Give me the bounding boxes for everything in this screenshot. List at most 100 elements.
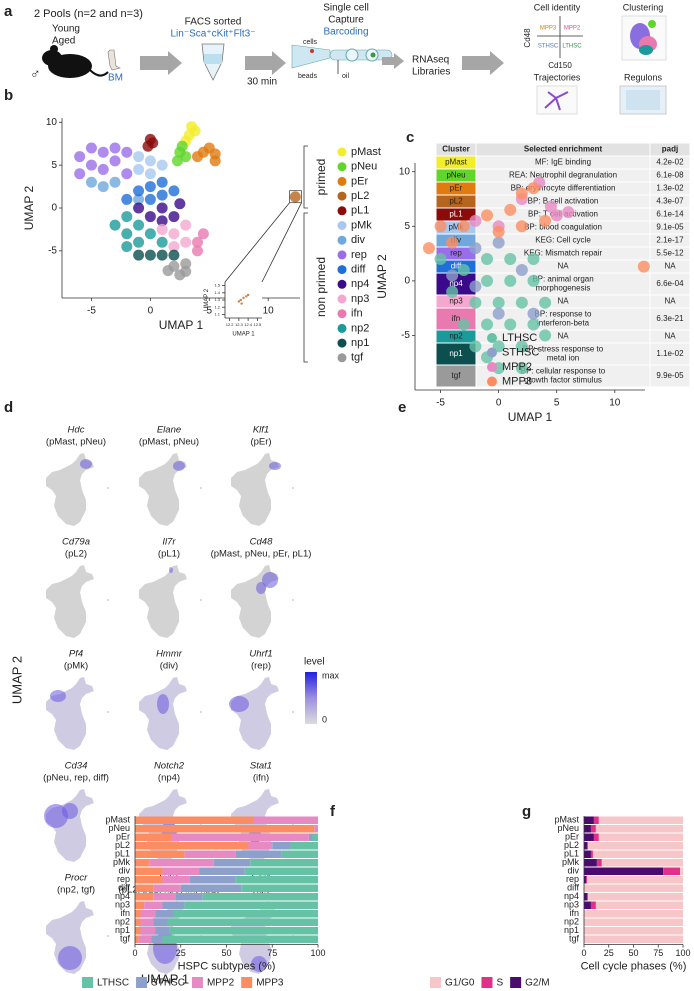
category-label: diff	[567, 883, 579, 893]
enrichment: BP: stress response to	[523, 345, 604, 354]
legend-swatch	[337, 176, 347, 186]
padj: 6.1e-08	[656, 171, 684, 180]
enrichment: BP: response to	[535, 310, 592, 319]
legend-label: pMast	[351, 146, 381, 158]
bar-segment	[253, 816, 318, 824]
point	[168, 185, 180, 197]
category-label: np3	[564, 900, 579, 910]
mouse	[42, 50, 62, 66]
legend-swatch	[337, 162, 347, 172]
bar-segment	[149, 859, 214, 867]
enrichment: BP: B cell activation	[528, 197, 599, 206]
bar-segment	[598, 833, 683, 841]
point	[156, 236, 168, 248]
clusters: (ifn)	[253, 773, 269, 784]
mouse	[89, 69, 109, 77]
enrichment: REA: Neutrophil degranulation	[509, 171, 617, 180]
label: oil	[342, 73, 349, 80]
expression	[251, 956, 267, 972]
bar-segment	[584, 901, 591, 909]
point	[481, 274, 494, 287]
legend-swatch	[487, 347, 497, 358]
point	[85, 176, 97, 188]
legend-label: np1	[351, 337, 369, 349]
enrichment: KEG: Mismatch repair	[524, 249, 603, 258]
bar-segment	[587, 842, 683, 850]
padj: 9.1e-05	[656, 223, 684, 232]
bar-segment	[140, 927, 156, 935]
bar-segment	[135, 935, 139, 943]
legend-swatch	[487, 333, 497, 343]
expression	[44, 804, 68, 828]
libraries: RNAseq	[412, 55, 449, 66]
droplet	[345, 48, 359, 62]
legend-label: 0	[322, 714, 327, 724]
bar-segment	[184, 901, 318, 909]
y-tick-label: 1.3	[214, 297, 220, 302]
legend-swatch	[487, 362, 497, 372]
axis-label: UMAP 1	[141, 971, 189, 986]
x-tick-label: 5	[554, 398, 560, 409]
cluster-name: pL2	[449, 197, 463, 206]
bar-segment	[584, 816, 594, 824]
clusters: (np4)	[158, 773, 180, 784]
enrichment: BP: animal organ	[532, 275, 593, 284]
point	[197, 228, 209, 240]
point	[133, 163, 145, 175]
feature-umap	[46, 677, 109, 750]
capture: Capture	[328, 15, 364, 26]
point	[481, 209, 494, 222]
color-scale	[305, 672, 317, 724]
point	[550, 209, 563, 222]
point	[171, 155, 183, 167]
bar-segment	[135, 816, 254, 824]
legend-label: max	[322, 670, 340, 680]
feature-umap	[231, 677, 294, 750]
bar-segment	[155, 910, 174, 918]
point	[74, 168, 86, 180]
point	[242, 296, 245, 300]
legend-label: np4	[351, 278, 369, 290]
category-label: np2	[564, 917, 579, 927]
point	[515, 296, 528, 309]
thumbnail	[626, 90, 660, 110]
bar-segment	[151, 935, 163, 943]
bar-segment	[281, 850, 318, 858]
bar-segment	[144, 901, 163, 909]
point	[469, 296, 482, 309]
legend-label: G1/G0	[445, 978, 475, 989]
bar-segment	[248, 842, 273, 850]
point	[133, 219, 145, 231]
point	[189, 125, 201, 137]
chip	[291, 44, 331, 69]
expression	[58, 946, 82, 970]
padj: 4.3e-07	[656, 197, 684, 206]
padj: 4.2e-02	[656, 158, 684, 167]
feature-umap	[231, 453, 294, 526]
bar-segment	[308, 833, 313, 841]
gene: Pf4	[69, 649, 83, 660]
enrichment: KEG: Cell cycle	[535, 236, 591, 245]
padj: 1.1e-02	[656, 349, 684, 358]
point	[527, 274, 540, 287]
bar-segment	[135, 842, 249, 850]
category-label: pEr	[116, 832, 130, 842]
point	[133, 151, 145, 163]
bar-segment	[167, 918, 318, 926]
point	[637, 260, 650, 273]
point	[492, 296, 505, 309]
bar-segment	[586, 893, 588, 901]
phenotype: Lin⁻Sca⁺cKit⁺Flt3⁻	[170, 29, 255, 40]
panel-label: f	[330, 803, 336, 820]
expression	[173, 461, 185, 471]
gene: Cd79a	[62, 537, 90, 548]
category-label: div	[118, 866, 130, 876]
point	[121, 228, 133, 240]
regulons: Regulons	[624, 72, 663, 82]
point	[144, 168, 156, 180]
group-label: primed	[314, 159, 328, 196]
x-tick-label: 25	[176, 948, 186, 958]
bar-segment	[202, 893, 318, 901]
bar-segment	[162, 901, 185, 909]
